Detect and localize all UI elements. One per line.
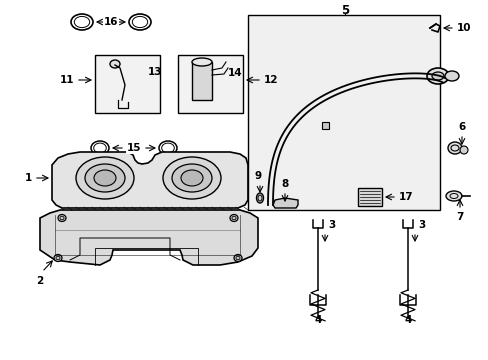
Text: 16: 16: [103, 17, 118, 27]
Text: 11: 11: [60, 75, 74, 85]
Bar: [247, 15, 439, 210]
Ellipse shape: [431, 72, 443, 80]
Text: 8: 8: [281, 179, 288, 189]
Bar: [95, 55, 160, 113]
Text: 14: 14: [227, 68, 242, 78]
Text: 17: 17: [398, 192, 413, 202]
Polygon shape: [272, 198, 297, 208]
Ellipse shape: [110, 60, 120, 68]
Text: 10: 10: [456, 23, 470, 33]
Ellipse shape: [447, 142, 461, 154]
Ellipse shape: [459, 146, 467, 154]
Text: 3: 3: [417, 220, 425, 230]
Text: 2: 2: [36, 276, 43, 286]
Text: 13: 13: [148, 67, 162, 77]
Polygon shape: [52, 152, 247, 208]
Ellipse shape: [192, 58, 212, 66]
Ellipse shape: [229, 215, 238, 221]
Ellipse shape: [76, 157, 134, 199]
Ellipse shape: [85, 164, 125, 192]
Text: 5: 5: [340, 4, 348, 17]
Ellipse shape: [256, 193, 263, 203]
Polygon shape: [40, 210, 258, 265]
Text: 4: 4: [314, 315, 321, 325]
Text: 4: 4: [404, 315, 411, 325]
Text: 15: 15: [126, 143, 141, 153]
Text: 7: 7: [455, 212, 463, 222]
Text: 3: 3: [327, 220, 335, 230]
Ellipse shape: [445, 191, 461, 201]
Bar: [357, 188, 381, 206]
Text: 6: 6: [457, 122, 465, 132]
Ellipse shape: [444, 71, 458, 81]
Ellipse shape: [181, 170, 203, 186]
Ellipse shape: [234, 255, 242, 261]
Bar: [192, 62, 212, 100]
Ellipse shape: [172, 164, 212, 192]
Ellipse shape: [54, 255, 62, 261]
Ellipse shape: [163, 157, 221, 199]
Text: 12: 12: [264, 75, 278, 85]
Text: 9: 9: [254, 171, 261, 181]
Ellipse shape: [426, 68, 448, 84]
Ellipse shape: [58, 215, 66, 221]
Bar: [321, 122, 328, 129]
Ellipse shape: [94, 170, 116, 186]
Text: 1: 1: [25, 173, 32, 183]
Bar: [178, 55, 243, 113]
